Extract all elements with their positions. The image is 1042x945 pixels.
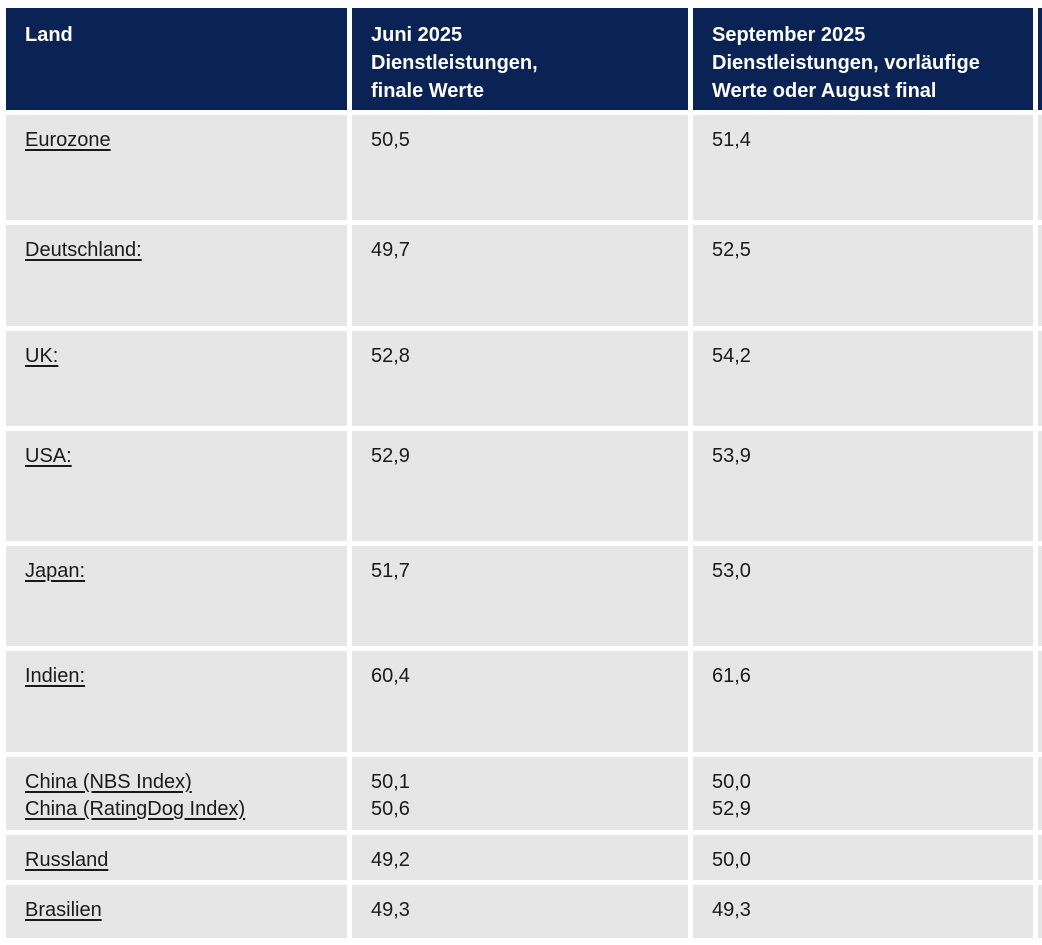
clipped-column-sliver bbox=[1038, 8, 1042, 110]
pmi-value: 53,9 bbox=[712, 445, 751, 467]
table-row-brasilien: Brasilien 49,3 49,3 bbox=[6, 885, 1042, 938]
pmi-value: 51,4 bbox=[712, 129, 751, 151]
header-cell-land: Land bbox=[6, 8, 347, 110]
land-cell: Russland bbox=[6, 835, 347, 880]
clipped-column-sliver bbox=[1038, 885, 1042, 938]
pmi-value: 53,0 bbox=[712, 560, 751, 582]
juni-value-cell: 49,3 bbox=[352, 885, 688, 938]
pmi-value: 49,2 bbox=[371, 849, 410, 871]
juni-value-cell: 49,2 bbox=[352, 835, 688, 880]
land-cell: Japan: bbox=[6, 546, 347, 646]
september-value-cell: 51,4 bbox=[693, 115, 1033, 220]
table-row-china: China (NBS Index) China (RatingDog Index… bbox=[6, 757, 1042, 830]
september-value-cell: 49,3 bbox=[693, 885, 1033, 938]
table-row-deutschland: Deutschland: 49,7 52,5 bbox=[6, 225, 1042, 326]
pmi-value: 61,6 bbox=[712, 665, 751, 687]
country-link[interactable]: Brasilien bbox=[25, 899, 102, 921]
pmi-value: 49,7 bbox=[371, 239, 410, 261]
clipped-column-sliver bbox=[1038, 431, 1042, 541]
country-link[interactable]: Japan: bbox=[25, 560, 86, 582]
pmi-value: 50,0 bbox=[712, 771, 751, 793]
country-link[interactable]: China (RatingDog Index) bbox=[25, 798, 246, 820]
land-cell: UK: bbox=[6, 331, 347, 426]
pmi-value: 50,5 bbox=[371, 129, 410, 151]
pmi-value: 52,5 bbox=[712, 239, 751, 261]
pmi-value: 52,8 bbox=[371, 345, 410, 367]
september-value-cell: 52,5 bbox=[693, 225, 1033, 326]
september-value-cell: 53,9 bbox=[693, 431, 1033, 541]
country-link[interactable]: UK: bbox=[25, 345, 59, 367]
clipped-column-sliver bbox=[1038, 331, 1042, 426]
pmi-value: 49,3 bbox=[371, 899, 410, 921]
clipped-column-sliver bbox=[1038, 115, 1042, 220]
september-value-cell: 61,6 bbox=[693, 651, 1033, 752]
september-value-cell: 53,0 bbox=[693, 546, 1033, 646]
juni-value-cell: 60,4 bbox=[352, 651, 688, 752]
land-cell: Deutschland: bbox=[6, 225, 347, 326]
juni-value-cell: 49,7 bbox=[352, 225, 688, 326]
header-cell-juni-2025: Juni 2025 Dienstleistungen, finale Werte bbox=[352, 8, 688, 110]
header-label: September 2025 bbox=[712, 24, 866, 46]
pmi-value: 60,4 bbox=[371, 665, 410, 687]
clipped-column-sliver bbox=[1038, 757, 1042, 830]
land-cell: Brasilien bbox=[6, 885, 347, 938]
country-link[interactable]: China (NBS Index) bbox=[25, 771, 192, 793]
juni-value-cell: 52,8 bbox=[352, 331, 688, 426]
juni-value-cell: 50,1 50,6 bbox=[352, 757, 688, 830]
land-cell: USA: bbox=[6, 431, 347, 541]
clipped-column-sliver bbox=[1038, 651, 1042, 752]
country-link[interactable]: USA: bbox=[25, 445, 72, 467]
pmi-value: 49,3 bbox=[712, 899, 751, 921]
header-label: finale Werte bbox=[371, 80, 484, 102]
pmi-value: 50,0 bbox=[712, 849, 751, 871]
header-cell-september-2025: September 2025 Dienstleistungen, vorläuf… bbox=[693, 8, 1033, 110]
september-value-cell: 54,2 bbox=[693, 331, 1033, 426]
pmi-value: 50,1 bbox=[371, 771, 410, 793]
table-row-usa: USA: 52,9 53,9 bbox=[6, 431, 1042, 541]
september-value-cell: 50,0 52,9 bbox=[693, 757, 1033, 830]
table-row-japan: Japan: 51,7 53,0 bbox=[6, 546, 1042, 646]
pmi-value: 54,2 bbox=[712, 345, 751, 367]
country-link[interactable]: Eurozone bbox=[25, 129, 111, 151]
pmi-value: 51,7 bbox=[371, 560, 410, 582]
juni-value-cell: 52,9 bbox=[352, 431, 688, 541]
pmi-services-table: Land Juni 2025 Dienstleistungen, finale … bbox=[6, 8, 1042, 938]
header-label: Dienstleistungen, vorläufige bbox=[712, 52, 980, 74]
september-value-cell: 50,0 bbox=[693, 835, 1033, 880]
country-link[interactable]: Russland bbox=[25, 849, 109, 871]
table-header-row: Land Juni 2025 Dienstleistungen, finale … bbox=[6, 8, 1042, 110]
header-label: Werte oder August final bbox=[712, 80, 937, 102]
table-row-eurozone: Eurozone 50,5 51,4 bbox=[6, 115, 1042, 220]
land-cell: Indien: bbox=[6, 651, 347, 752]
juni-value-cell: 50,5 bbox=[352, 115, 688, 220]
table-row-russland: Russland 49,2 50,0 bbox=[6, 835, 1042, 880]
header-label: Dienstleistungen, bbox=[371, 52, 538, 74]
table-row-uk: UK: 52,8 54,2 bbox=[6, 331, 1042, 426]
table-row-indien: Indien: 60,4 61,6 bbox=[6, 651, 1042, 752]
clipped-column-sliver bbox=[1038, 546, 1042, 646]
header-label: Juni 2025 bbox=[371, 24, 463, 46]
pmi-value: 50,6 bbox=[371, 798, 410, 820]
clipped-column-sliver bbox=[1038, 835, 1042, 880]
country-link[interactable]: Indien: bbox=[25, 665, 86, 687]
pmi-value: 52,9 bbox=[712, 798, 751, 820]
pmi-value: 52,9 bbox=[371, 445, 410, 467]
juni-value-cell: 51,7 bbox=[352, 546, 688, 646]
land-cell: Eurozone bbox=[6, 115, 347, 220]
land-cell: China (NBS Index) China (RatingDog Index… bbox=[6, 757, 347, 830]
header-label: Land bbox=[25, 24, 73, 46]
country-link[interactable]: Deutschland: bbox=[25, 239, 142, 261]
clipped-column-sliver bbox=[1038, 225, 1042, 326]
